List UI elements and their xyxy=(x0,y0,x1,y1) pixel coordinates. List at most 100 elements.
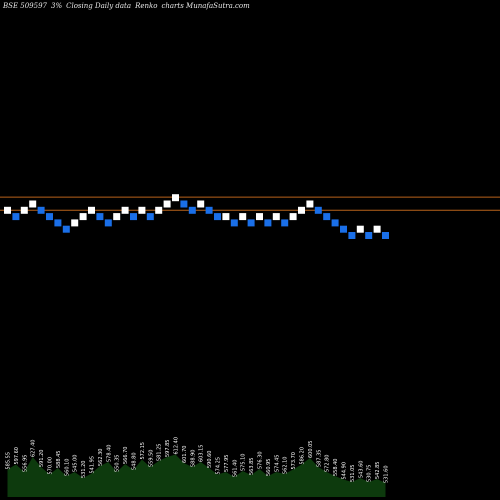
volume-label: 542.85 xyxy=(375,462,381,480)
renko-brick-down xyxy=(37,206,45,214)
volume-label: 601.70 xyxy=(182,446,188,464)
renko-brick-up xyxy=(4,206,11,214)
volume-label: 585.55 xyxy=(6,452,12,470)
volume-label: 587.35 xyxy=(316,450,322,468)
volume-label: 563.85 xyxy=(249,458,255,476)
renko-brick-up xyxy=(222,213,230,221)
renko-brick-down xyxy=(104,219,112,227)
volume-area xyxy=(7,454,386,497)
volume-label: 531.60 xyxy=(384,466,390,484)
box-size: 3% xyxy=(51,2,63,10)
volume-label: 560.10 xyxy=(64,459,70,477)
site-name: charts MunafaSutra.com xyxy=(161,2,250,10)
renko-brick-down xyxy=(323,213,331,221)
volume-label: 612.40 xyxy=(174,437,180,455)
renko-brick-down xyxy=(247,219,255,227)
volume-label: 531.20 xyxy=(81,461,87,479)
volume-label: 627.40 xyxy=(31,440,37,458)
volume-label: 578.40 xyxy=(106,445,112,463)
renko-brick-down xyxy=(205,206,213,214)
volume-label: 550.35 xyxy=(115,455,121,473)
renko-brick-up xyxy=(197,200,205,208)
volume-label: 586.20 xyxy=(300,447,306,465)
volume-label: 556.95 xyxy=(22,455,28,473)
volume-label: 559.50 xyxy=(148,450,154,468)
renko-brick-up xyxy=(239,213,247,221)
renko-brick-up xyxy=(289,213,297,221)
renko-brick-up xyxy=(306,200,314,208)
renko-brick-down xyxy=(46,213,53,221)
renko-brick-up xyxy=(79,213,87,221)
renko-brick-down xyxy=(264,219,272,227)
renko-brick-down xyxy=(348,232,356,239)
volume-label: 588.90 xyxy=(190,450,196,468)
renko-brick-down xyxy=(230,219,238,227)
volume-label: 543.60 xyxy=(358,461,364,479)
chart-type: Renko xyxy=(135,2,158,10)
volume-label: 588.45 xyxy=(56,451,62,469)
renko-brick-up xyxy=(138,206,146,214)
volume-label: 590.60 xyxy=(207,451,213,469)
volume-label: 575.10 xyxy=(241,454,247,472)
renko-brick-up xyxy=(272,213,280,221)
renko-brick-down xyxy=(146,213,154,221)
volume-label: 581.25 xyxy=(157,444,163,462)
renko-brick-down xyxy=(365,232,373,239)
renko-brick-up xyxy=(88,206,95,214)
volume-label: 591.20 xyxy=(39,450,45,468)
renko-brick-down xyxy=(281,219,289,227)
volume-label: 572.80 xyxy=(325,455,331,473)
volume-label: 562.10 xyxy=(283,457,289,475)
volume-label: 603.15 xyxy=(199,445,205,463)
volume-label: 541.95 xyxy=(90,456,96,474)
volume-label: 560.95 xyxy=(266,459,272,477)
renko-brick-up xyxy=(373,225,381,233)
volume-label: 597.85 xyxy=(165,440,171,458)
renko-brick-up xyxy=(298,206,305,214)
volume-label: 577.95 xyxy=(224,455,230,473)
renko-brick-down xyxy=(180,200,188,208)
volume-label: 561.40 xyxy=(232,460,238,478)
volume-label: 530.75 xyxy=(367,465,373,483)
renko-brick-down xyxy=(382,232,389,239)
renko-brick-up xyxy=(29,200,37,208)
volume-label: 545.00 xyxy=(73,455,79,473)
renko-brick-down xyxy=(12,213,20,221)
volume-label: 600.05 xyxy=(308,441,314,459)
renko-brick-down xyxy=(54,219,62,227)
renko-brick-down xyxy=(340,225,347,233)
volume-label: 548.80 xyxy=(132,453,138,471)
renko-brick-up xyxy=(155,206,163,214)
renko-brick-up xyxy=(113,213,121,221)
renko-brick-up xyxy=(71,219,79,227)
data-description: Closing Daily data xyxy=(66,2,132,10)
volume-label: 573.70 xyxy=(291,452,297,470)
volume-label: 574.45 xyxy=(274,455,280,473)
renko-brick-up xyxy=(356,225,364,233)
volume-label: 576.30 xyxy=(258,452,264,470)
renko-brick-up xyxy=(121,206,129,214)
volume-label: 597.60 xyxy=(14,447,20,465)
volume-label: 570.00 xyxy=(48,457,54,475)
volume-label: 558.40 xyxy=(333,459,339,477)
renko-brick-up xyxy=(20,206,28,214)
volume-label: 566.70 xyxy=(123,447,129,465)
renko-brick-up xyxy=(163,200,171,208)
stock-code: BSE 509597 xyxy=(3,2,47,10)
renko-brick-up xyxy=(172,194,179,202)
volume-label: 572.15 xyxy=(140,442,146,460)
renko-brick-up xyxy=(256,213,263,221)
renko-brick-down xyxy=(214,213,221,221)
volume-label: 574.25 xyxy=(216,457,222,475)
renko-brick-down xyxy=(62,225,70,233)
chart-title: BSE 509597 3% Closing Daily data Renko chart… xyxy=(3,2,254,10)
volume-label: 531.05 xyxy=(350,465,356,483)
renko-brick-down xyxy=(314,206,322,214)
renko-brick-down xyxy=(188,206,196,214)
volume-label: 544.90 xyxy=(342,462,348,480)
renko-brick-down xyxy=(96,213,104,221)
renko-brick-down xyxy=(331,219,339,227)
volume-label: 562.30 xyxy=(98,449,104,467)
renko-brick-down xyxy=(130,213,137,221)
